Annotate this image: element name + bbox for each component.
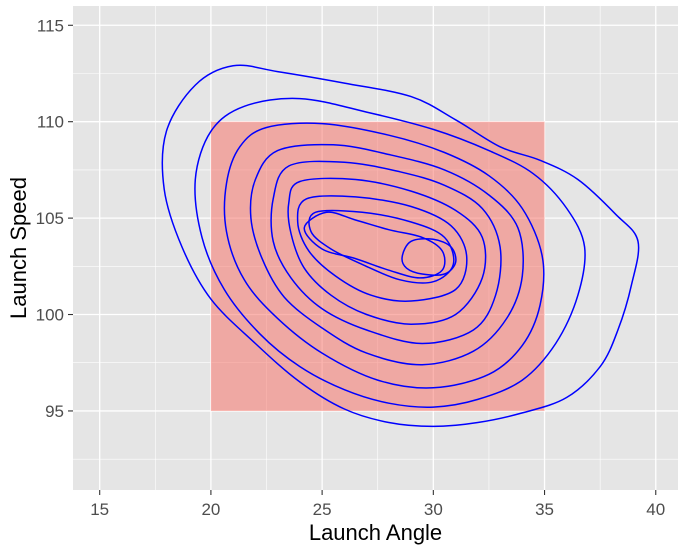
y-tick-label: 105 [36, 209, 64, 228]
contour-line-5 [270, 160, 502, 345]
x-axis-title: Launch Angle [309, 520, 442, 545]
contour-line-2 [194, 97, 586, 408]
contour-line-7 [296, 195, 468, 302]
x-tick-label: 15 [90, 500, 109, 519]
contour-line-4 [249, 143, 524, 366]
density-contours [161, 64, 640, 428]
x-tick-label: 40 [646, 500, 665, 519]
y-tick-label: 95 [45, 402, 64, 421]
contour-line-6 [287, 177, 487, 325]
contour-line-1 [161, 64, 640, 428]
contour-line-10 [401, 238, 457, 276]
contour-line-9 [303, 211, 446, 279]
y-tick-label: 100 [36, 306, 64, 325]
contour-line-3 [223, 122, 545, 389]
y-tick-label: 115 [37, 16, 64, 35]
contour-line-8 [308, 209, 455, 284]
x-tick-label: 20 [201, 500, 220, 519]
y-tick-label: 110 [37, 113, 64, 132]
axes: 15 20 25 30 35 40 95 100 105 110 115 [36, 16, 666, 519]
x-tick-label: 30 [424, 500, 443, 519]
x-tick-label: 25 [313, 500, 332, 519]
x-tick-label: 35 [535, 500, 554, 519]
y-axis-title: Launch Speed [6, 177, 31, 319]
